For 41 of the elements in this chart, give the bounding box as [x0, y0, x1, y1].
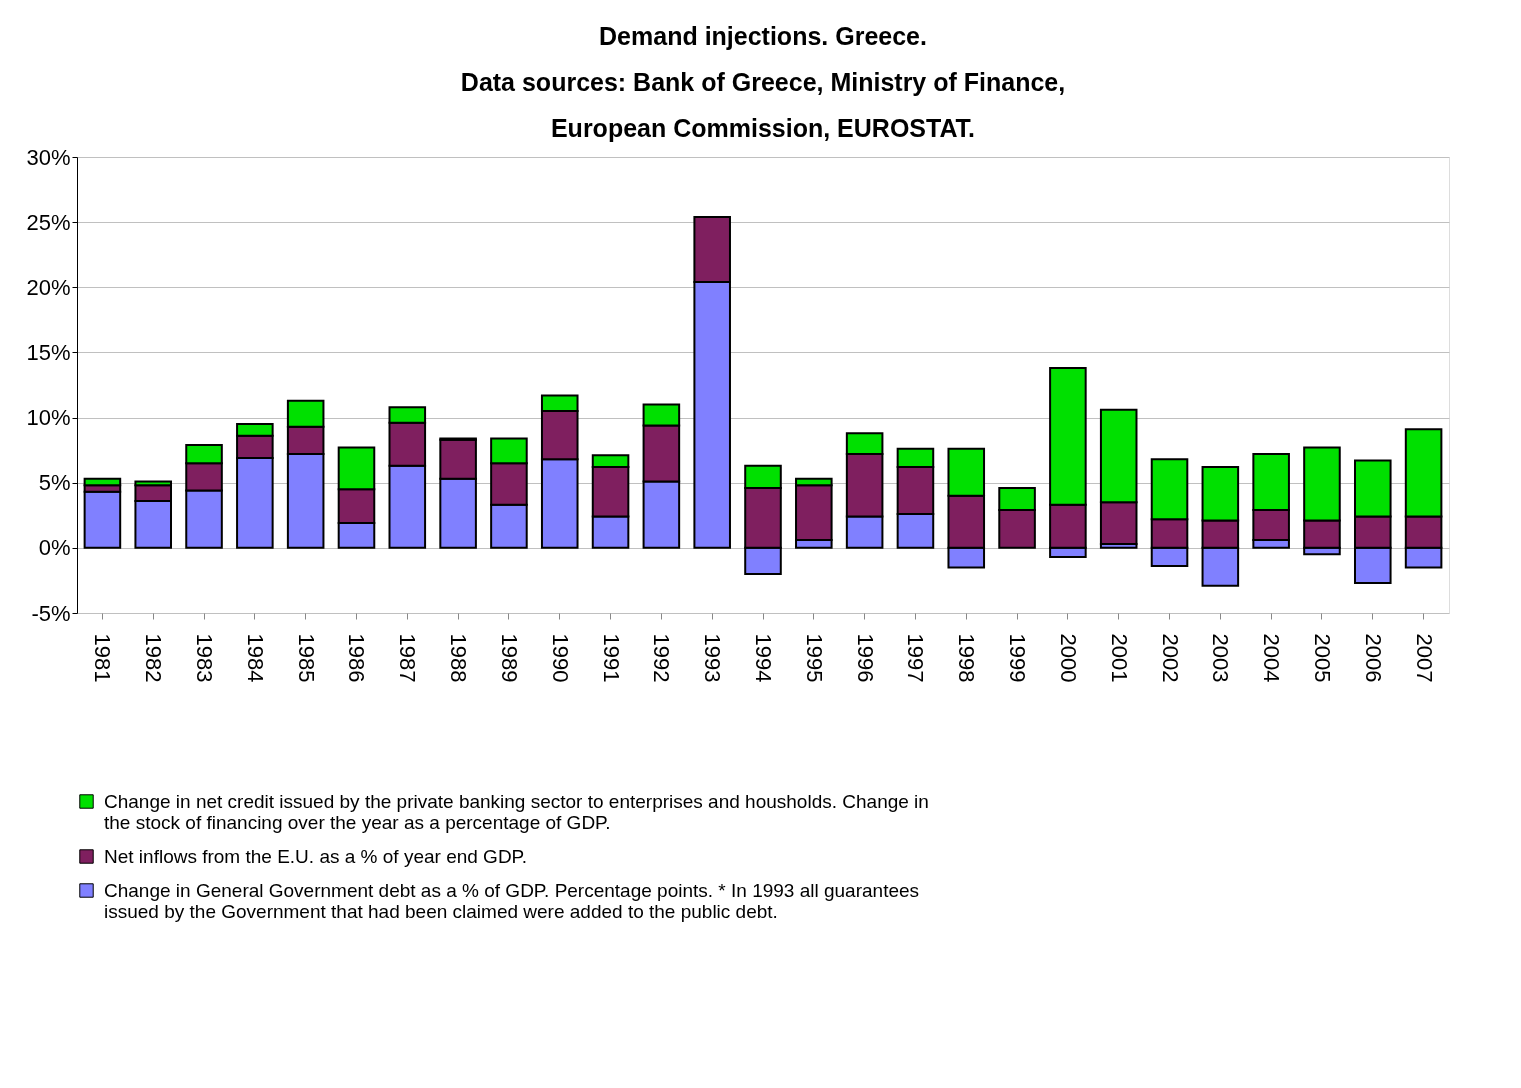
x-tick-label: 1987 — [395, 633, 421, 683]
x-tick-label: 1989 — [496, 633, 522, 683]
y-tick-label: 25% — [26, 209, 71, 235]
x-tick-label: 2005 — [1309, 633, 1335, 683]
bar — [83, 490, 122, 549]
x-tick-label: 2001 — [1106, 633, 1132, 683]
legend-label: Change in net credit issued by the private banking sector to enterprises and housholds. Change in the stock of financing over the year as a percentage of GDP. — [104, 790, 929, 833]
y-tick-label: 20% — [26, 274, 71, 300]
x-tick-label: 2004 — [1259, 633, 1285, 683]
x-tick-label: 1981 — [90, 633, 116, 683]
x-tick-label: 2007 — [1411, 633, 1437, 683]
x-tick-label: 1992 — [649, 633, 675, 683]
x-tick-label: 1985 — [293, 633, 319, 683]
x-tick-label: 1988 — [446, 633, 472, 683]
x-tick-label: 1990 — [547, 633, 573, 683]
x-tick-label: 2006 — [1360, 633, 1386, 683]
x-tick-label: 1983 — [192, 633, 218, 683]
legend-label: Change in General Government debt as a % of GDP. Percentage points. * In 1993 all guarantees issued by the Government that had been claimed were added to the public debt. — [104, 879, 920, 922]
chart-subtitle: Data sources: Bank of Greece, Ministry of Finance, European Commission, EUROSTAT. — [460, 68, 1066, 142]
x-tick-label: 1991 — [598, 633, 624, 683]
y-tick-label: 15% — [26, 339, 71, 365]
y-tick-label: -5% — [31, 600, 71, 626]
y-tick-label: 0% — [38, 535, 71, 561]
x-tick-label: 1995 — [801, 633, 827, 683]
y-tick-label: 10% — [26, 405, 71, 431]
x-tick-label: 1986 — [344, 633, 370, 683]
x-tick-label: 1984 — [242, 633, 268, 683]
y-tick-label: 30% — [26, 144, 71, 170]
x-tick-label: 2000 — [1055, 633, 1081, 683]
x-tick-label: 1993 — [700, 633, 726, 683]
x-tick-label: 2002 — [1157, 633, 1183, 683]
x-tick-label: 1999 — [1005, 633, 1031, 683]
x-tick-label: 1996 — [852, 633, 878, 683]
chart-title: Demand injections. Greece. — [599, 22, 927, 50]
x-tick-label: 1997 — [903, 633, 929, 683]
y-tick-label: 5% — [38, 470, 71, 496]
x-tick-label: 1998 — [954, 633, 980, 683]
x-tick-label: 2003 — [1208, 633, 1234, 683]
legend-label: Net inflows from the E.U. as a % of year end GDP. — [104, 845, 528, 867]
x-tick-label: 1994 — [751, 633, 776, 683]
x-tick-label: 1982 — [141, 633, 167, 683]
